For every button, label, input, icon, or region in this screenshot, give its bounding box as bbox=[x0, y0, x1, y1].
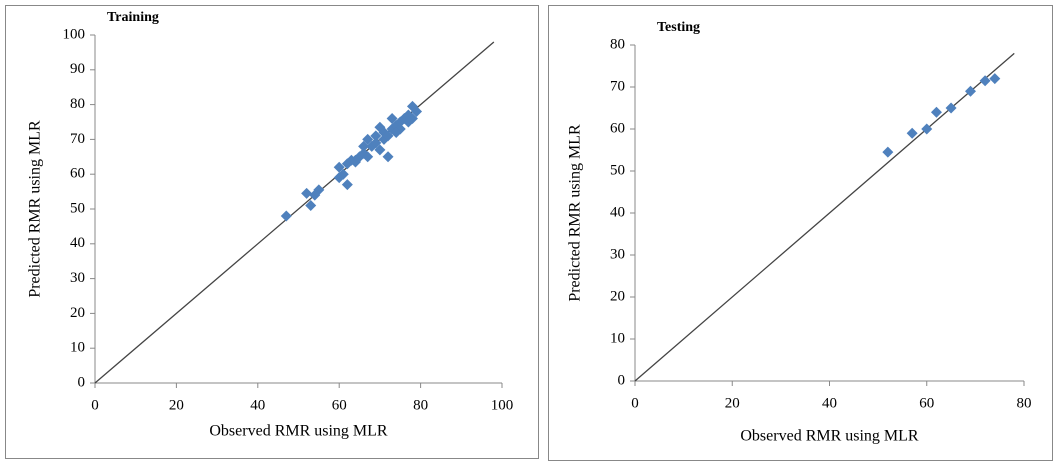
point bbox=[382, 130, 394, 142]
chart-title: Training bbox=[107, 10, 159, 25]
y-tick-label: 40 bbox=[610, 204, 625, 220]
y-tick-label: 0 bbox=[618, 372, 626, 388]
y-tick-label: 100 bbox=[63, 26, 86, 42]
point bbox=[979, 75, 991, 87]
point bbox=[374, 144, 386, 156]
point bbox=[370, 137, 382, 149]
y-tick-label: 50 bbox=[70, 200, 85, 216]
y-tick-label: 10 bbox=[610, 330, 625, 346]
y-tick-label: 90 bbox=[70, 61, 85, 77]
point bbox=[280, 210, 292, 222]
y-tick-label: 20 bbox=[70, 305, 85, 321]
point bbox=[906, 127, 918, 139]
point bbox=[337, 168, 349, 180]
y-tick-label: 30 bbox=[70, 270, 85, 286]
x-tick-label: 80 bbox=[1017, 395, 1032, 411]
y-tick-label: 0 bbox=[78, 374, 86, 390]
y-tick-label: 70 bbox=[610, 78, 625, 94]
y-tick-label: 10 bbox=[70, 340, 85, 356]
point bbox=[390, 126, 402, 138]
point bbox=[930, 106, 942, 118]
point bbox=[945, 102, 957, 114]
x-tick-label: 40 bbox=[822, 395, 837, 411]
point bbox=[362, 151, 374, 163]
y-tick-label: 40 bbox=[70, 235, 85, 251]
x-tick-label: 20 bbox=[725, 395, 740, 411]
point bbox=[921, 123, 933, 135]
point bbox=[402, 116, 414, 128]
y-tick-label: 80 bbox=[70, 96, 85, 112]
chart-title: Testing bbox=[657, 20, 700, 35]
point bbox=[882, 146, 894, 158]
point bbox=[341, 179, 353, 191]
point bbox=[965, 85, 977, 97]
point bbox=[313, 184, 325, 196]
point bbox=[386, 113, 398, 125]
panel bbox=[548, 5, 1053, 461]
x-axis-label: Observed RMR using MLR bbox=[209, 423, 388, 440]
x-tick-label: 0 bbox=[631, 395, 639, 411]
y-tick-label: 60 bbox=[70, 166, 85, 182]
point bbox=[370, 130, 382, 142]
x-tick-label: 100 bbox=[491, 397, 514, 413]
x-tick-label: 20 bbox=[169, 397, 184, 413]
y-tick-label: 30 bbox=[610, 246, 625, 262]
point bbox=[411, 106, 423, 118]
point bbox=[989, 73, 1001, 85]
x-tick-label: 60 bbox=[919, 395, 934, 411]
x-tick-label: 0 bbox=[91, 397, 99, 413]
x-tick-label: 40 bbox=[250, 397, 265, 413]
point bbox=[349, 154, 361, 166]
y-tick-label: 50 bbox=[610, 162, 625, 178]
y-axis-label: Predicted RMR using MLR bbox=[27, 120, 44, 298]
y-tick-label: 70 bbox=[70, 131, 85, 147]
y-tick-label: 80 bbox=[610, 36, 625, 52]
point bbox=[358, 140, 370, 152]
reference-line bbox=[94, 41, 495, 384]
point bbox=[305, 200, 317, 212]
x-tick-label: 80 bbox=[413, 397, 428, 413]
point bbox=[333, 161, 345, 173]
y-tick-label: 60 bbox=[610, 120, 625, 136]
y-tick-label: 20 bbox=[610, 288, 625, 304]
point bbox=[301, 187, 313, 199]
point bbox=[362, 133, 374, 145]
x-tick-label: 60 bbox=[332, 397, 347, 413]
point bbox=[382, 151, 394, 163]
y-axis-label: Predicted RMR using MLR bbox=[567, 124, 584, 302]
x-axis-label: Observed RMR using MLR bbox=[740, 428, 919, 445]
